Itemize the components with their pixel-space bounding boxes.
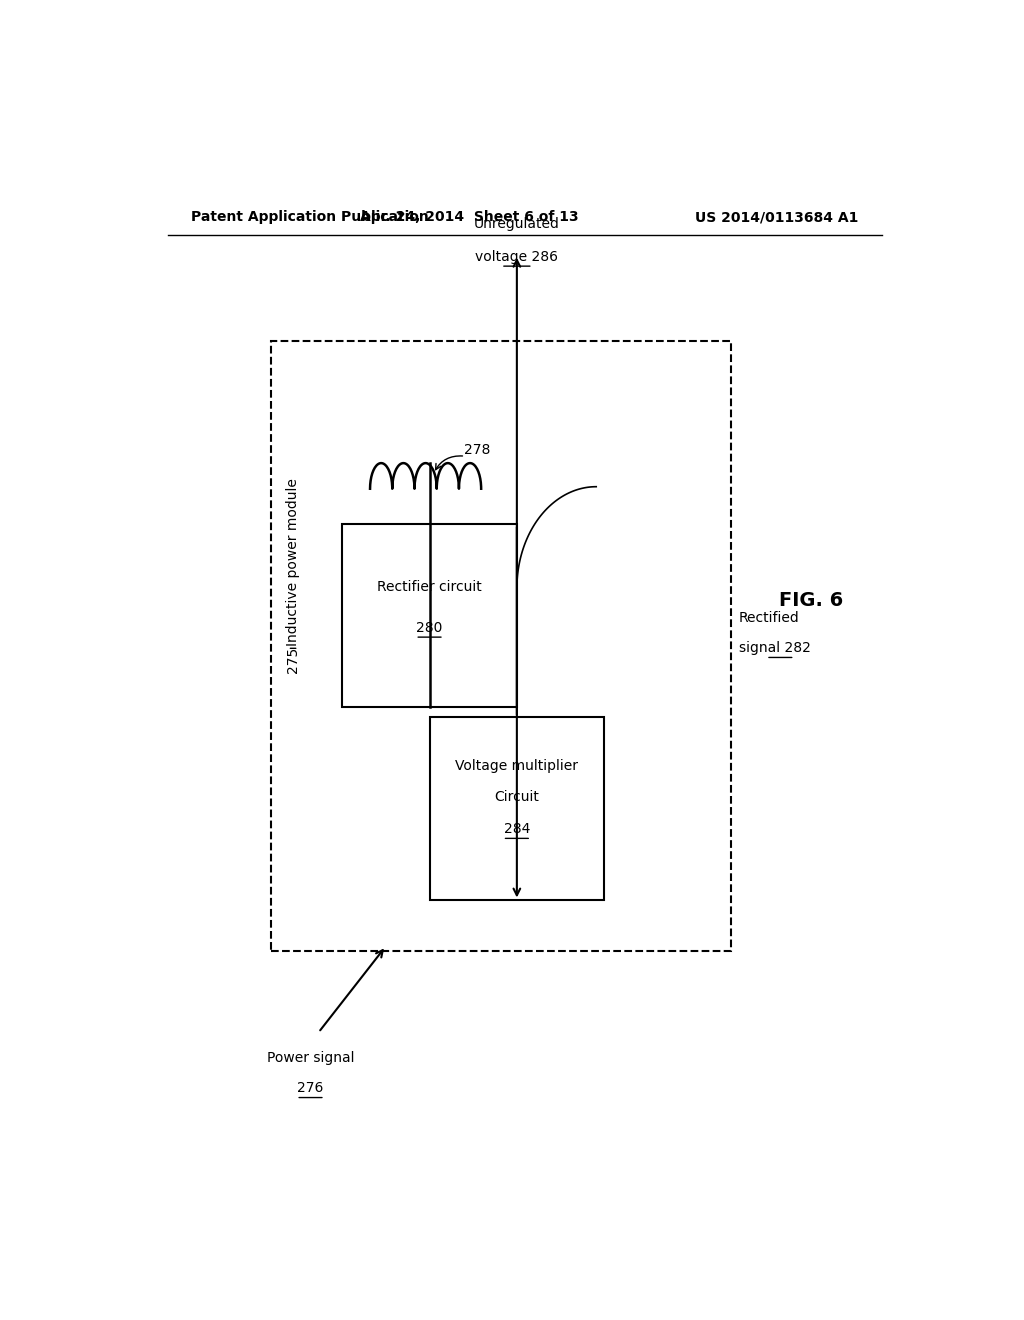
Text: Voltage multiplier: Voltage multiplier xyxy=(456,759,579,774)
Text: US 2014/0113684 A1: US 2014/0113684 A1 xyxy=(694,210,858,224)
Text: Rectified: Rectified xyxy=(739,611,800,624)
Text: Power signal: Power signal xyxy=(267,1051,354,1065)
Bar xyxy=(270,342,731,952)
Text: 280: 280 xyxy=(417,620,442,635)
Text: signal 282: signal 282 xyxy=(739,642,811,655)
Text: Apr. 24, 2014  Sheet 6 of 13: Apr. 24, 2014 Sheet 6 of 13 xyxy=(359,210,579,224)
Text: 276: 276 xyxy=(297,1081,324,1096)
Text: Inductive power module: Inductive power module xyxy=(286,474,300,647)
Text: Patent Application Publication: Patent Application Publication xyxy=(191,210,429,224)
Bar xyxy=(430,718,604,900)
Text: 278: 278 xyxy=(464,444,490,457)
Text: 284: 284 xyxy=(504,822,530,837)
Bar xyxy=(342,524,517,708)
Text: Unregulated: Unregulated xyxy=(474,218,560,231)
Text: Rectifier circuit: Rectifier circuit xyxy=(377,581,482,594)
Text: 275: 275 xyxy=(286,647,300,672)
Text: voltage 286: voltage 286 xyxy=(475,249,558,264)
Text: FIG. 6: FIG. 6 xyxy=(778,591,843,610)
Text: Circuit: Circuit xyxy=(495,789,540,804)
